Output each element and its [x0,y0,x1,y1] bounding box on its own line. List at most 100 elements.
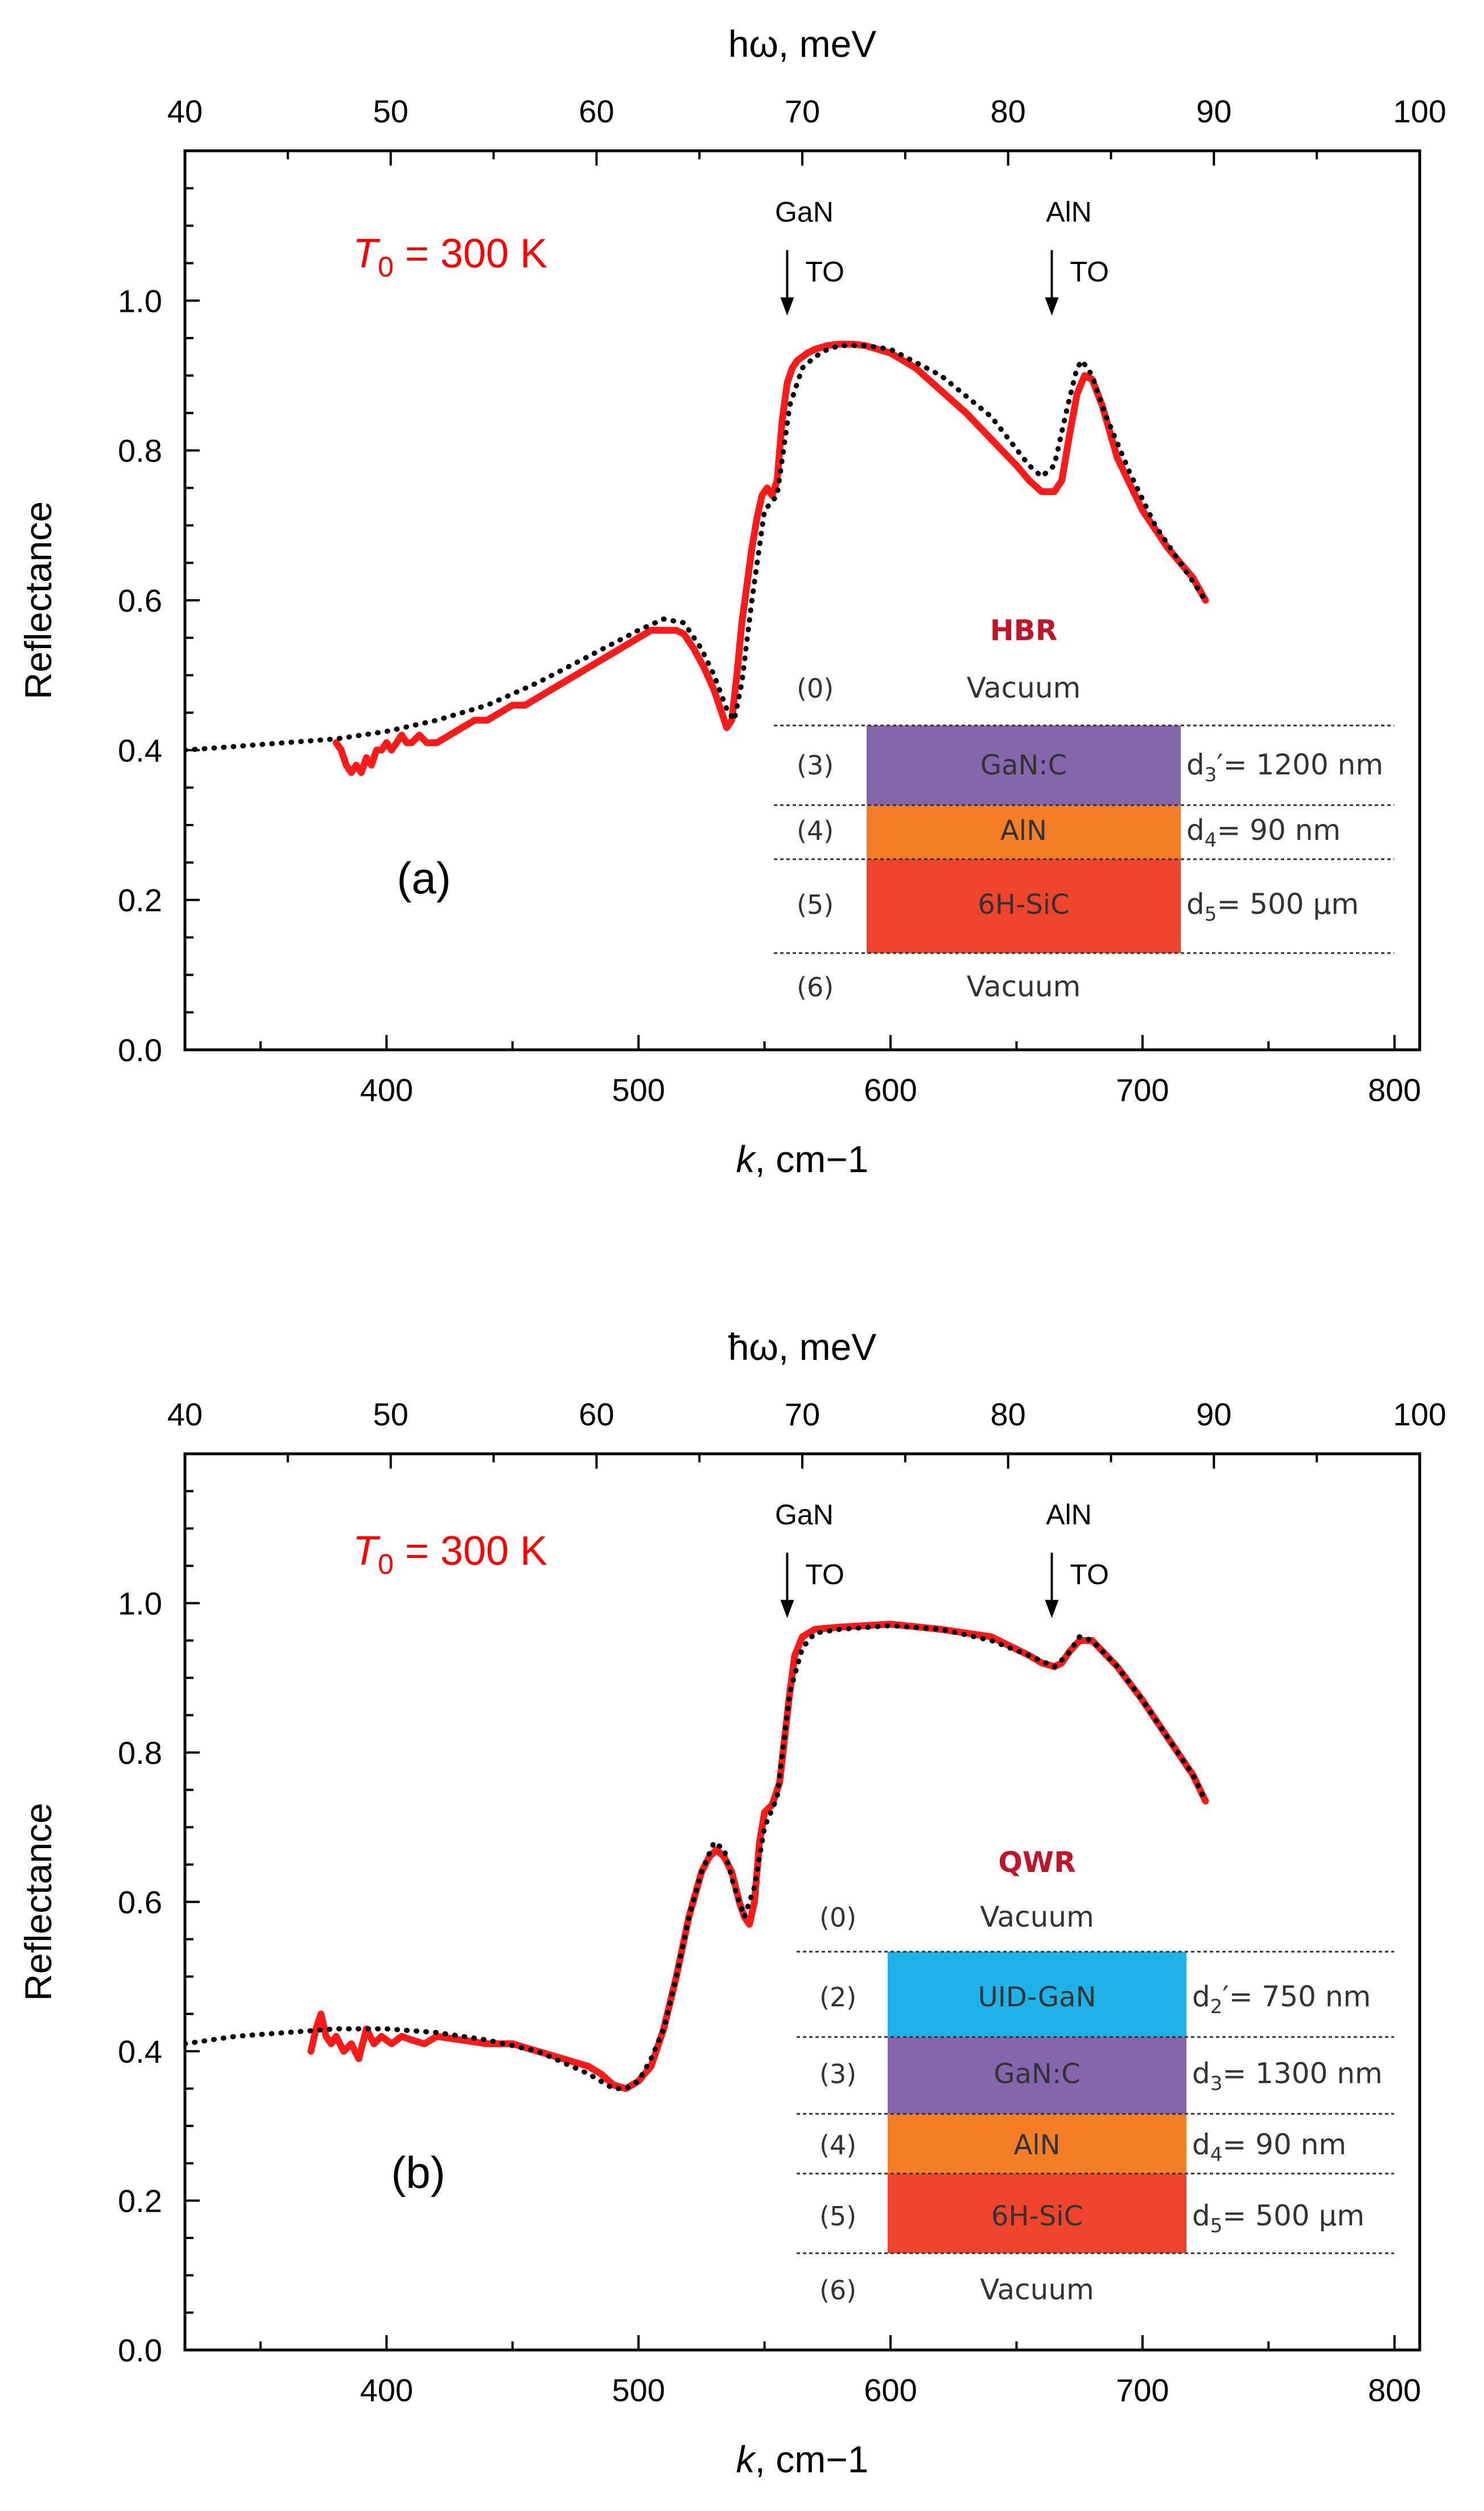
top-tick-label: 40 [167,1396,203,1432]
x-tick-label: 700 [1116,2372,1169,2408]
thickness-value: ′= 750 nm [1222,1980,1371,2013]
arrow-head [780,297,794,316]
series-measured [332,340,1209,776]
layer-name: AlN [1000,815,1047,847]
arrow-annotation-1: AlN TO [1045,196,1109,316]
arrow-label-line2: TO [805,256,844,288]
layer-box-aln [888,2114,1186,2174]
thickness-subscript: 3 [1205,764,1217,786]
layer-index: (3) [797,750,834,781]
layer-inset: HBR(0) Vacuum(3) GaN:C d3′= 1200 nm(4) AlN d4… [774,614,1394,1003]
layer-thickness: d5= 500 µm [1192,2199,1365,2237]
arrow-head [1045,297,1059,316]
top-axis-title: ħω, meV [728,1326,877,1368]
thickness-value: = 500 µm [1217,888,1359,921]
thickness-symbol: d [1192,2057,1210,2090]
top-tick-label: 50 [373,93,409,129]
thickness-subscript: 5 [1205,903,1217,926]
layer-name: 6H-SiC [978,889,1069,921]
layer-inset: QWR(0) Vacuum(2) UID-GaN d2′= 750 nm(3) GaN:… [797,1846,1394,2306]
inset-title: QWR [998,1846,1075,1879]
layer-index: (0) [797,673,834,704]
x-axis-title-symbol: k [736,1138,757,1180]
layer-thickness: d4= 90 nm [1192,2128,1346,2166]
thickness-symbol: d [1192,1980,1210,2013]
temperature-value: = 300 K [394,231,547,277]
layer-index: (6) [819,2275,856,2306]
top-tick-label: 40 [167,93,203,129]
x-axis-title: k, cm−1 [736,2438,869,2480]
arrow-annotation-0: GaN TO [775,196,844,316]
panel-label: (b) [391,2147,445,2197]
y-tick-label: 0.6 [118,583,162,619]
y-tick-label: 0.8 [118,1735,162,1771]
y-tick-label: 0.4 [118,2034,162,2069]
layer-index: (5) [797,889,834,920]
layer-index: (0) [819,1902,856,1933]
layer-box-6h-sic [888,2174,1186,2253]
thickness-subscript: 5 [1210,2215,1223,2237]
top-tick-label: 70 [785,93,820,129]
x-axis-title-unit: , cm−1 [755,2438,869,2480]
arrow-label-line2: TO [1070,1558,1109,1590]
arrow-annotation-0: GaN TO [775,1499,844,1618]
temperature-label: T0 = 300 K [353,1528,547,1580]
layer-thickness: d3= 1300 nm [1192,2057,1383,2095]
layer-name: 6H-SiC [991,2200,1083,2232]
arrow-label-line1: AlN [1046,196,1092,228]
thickness-value: = 500 µm [1222,2199,1365,2232]
y-tick-label: 0.6 [118,1885,162,1920]
layer-index: (4) [797,815,834,846]
y-tick-label: 0.2 [118,883,162,918]
top-tick-label: 60 [579,1396,614,1432]
top-tick-label: 70 [785,1396,820,1432]
x-axis-title-unit: , cm−1 [755,1138,869,1180]
layer-name: AlN [1013,2129,1060,2161]
top-tick-label: 100 [1393,93,1446,129]
y-tick-label: 0.0 [118,2332,162,2368]
layer-index: (6) [797,972,834,1003]
temperature-value: = 300 K [394,1528,547,1574]
layer-thickness: d3′= 1200 nm [1186,748,1383,786]
arrow-label-line1: GaN [775,196,834,228]
thickness-value: ′= 1200 nm [1217,748,1383,781]
thickness-subscript: 2 [1210,1995,1223,2018]
x-tick-label: 500 [612,1072,665,1108]
thickness-value: = 1300 nm [1222,2057,1382,2090]
layer-box-uid-gan [888,1952,1186,2037]
y-axis-title: Reflectance [17,1803,59,2001]
arrow-label-line2: TO [1070,256,1109,288]
arrow-label-line1: GaN [775,1499,834,1531]
thickness-subscript: 4 [1205,829,1217,852]
panel-label: (a) [397,853,451,903]
layer-thickness: d4= 90 nm [1186,814,1341,852]
top-tick-label: 50 [373,1396,409,1432]
layer-thickness: d2′= 750 nm [1192,1980,1371,2018]
x-tick-label: 400 [360,2372,413,2408]
layer-box-gan-c [867,725,1181,805]
y-tick-label: 0.8 [118,433,162,469]
layer-box-6h-sic [867,859,1181,953]
layer-thickness: d5= 500 µm [1186,888,1359,926]
layer-name: Vacuum [967,970,1081,1003]
temperature-symbol: T [353,231,381,277]
y-tick-label: 1.0 [118,283,162,319]
layer-index: (5) [819,2201,856,2232]
temperature-symbol: T [353,1528,381,1574]
layer-name: Vacuum [967,671,1081,704]
layer-name: Vacuum [980,1900,1094,1933]
arrow-label-line1: AlN [1046,1499,1092,1531]
thickness-value: = 90 nm [1222,2128,1346,2161]
arrow-label-line2: TO [805,1558,844,1590]
top-axis-title: hω, meV [728,23,877,65]
thickness-symbol: d [1186,888,1205,921]
thickness-subscript: 4 [1210,2143,1223,2166]
arrow-annotation-1: AlN TO [1045,1499,1109,1618]
top-tick-label: 60 [579,93,614,129]
thickness-symbol: d [1186,814,1205,847]
temperature-subscript: 0 [378,251,394,283]
layer-name: Vacuum [980,2273,1094,2306]
